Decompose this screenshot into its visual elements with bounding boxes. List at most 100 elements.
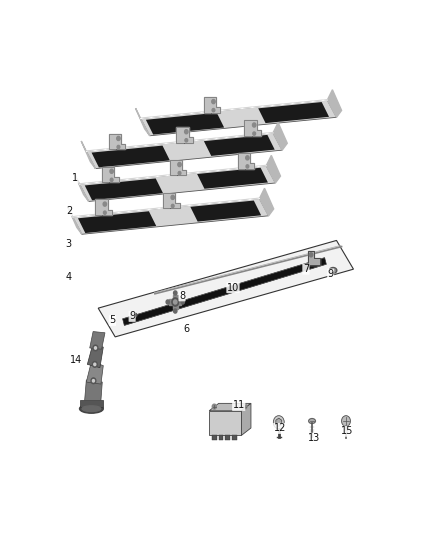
Polygon shape xyxy=(163,193,180,208)
Ellipse shape xyxy=(82,406,101,411)
Polygon shape xyxy=(67,207,82,235)
Polygon shape xyxy=(241,403,251,435)
Circle shape xyxy=(309,253,313,257)
Text: 10: 10 xyxy=(227,282,239,293)
Polygon shape xyxy=(212,435,217,440)
Polygon shape xyxy=(307,251,320,265)
Circle shape xyxy=(94,363,96,366)
Polygon shape xyxy=(87,343,103,368)
Polygon shape xyxy=(327,90,342,117)
Circle shape xyxy=(253,132,255,135)
Circle shape xyxy=(246,165,249,168)
Circle shape xyxy=(110,178,113,182)
Circle shape xyxy=(93,345,98,351)
Polygon shape xyxy=(258,102,329,123)
Circle shape xyxy=(173,291,177,295)
Circle shape xyxy=(91,378,96,384)
Circle shape xyxy=(171,195,174,199)
Circle shape xyxy=(212,100,215,103)
Polygon shape xyxy=(141,100,336,136)
Text: 4: 4 xyxy=(65,271,71,281)
Ellipse shape xyxy=(80,404,103,413)
Circle shape xyxy=(243,404,247,409)
Bar xyxy=(173,295,178,309)
Text: 11: 11 xyxy=(233,400,245,410)
Circle shape xyxy=(110,169,113,173)
Polygon shape xyxy=(177,127,193,143)
Polygon shape xyxy=(85,179,163,200)
Text: 15: 15 xyxy=(341,426,353,437)
Circle shape xyxy=(342,416,350,426)
Polygon shape xyxy=(86,133,282,168)
Circle shape xyxy=(172,298,179,306)
Circle shape xyxy=(173,309,177,313)
Text: 7: 7 xyxy=(303,264,309,274)
Ellipse shape xyxy=(132,314,135,317)
Polygon shape xyxy=(273,123,287,150)
Circle shape xyxy=(173,300,177,304)
Circle shape xyxy=(92,361,97,367)
Circle shape xyxy=(92,379,95,382)
Polygon shape xyxy=(123,257,326,325)
Circle shape xyxy=(212,404,216,409)
Polygon shape xyxy=(244,120,261,136)
Polygon shape xyxy=(226,435,230,440)
Text: 8: 8 xyxy=(179,291,185,301)
Polygon shape xyxy=(232,435,237,440)
Polygon shape xyxy=(109,134,125,149)
Polygon shape xyxy=(98,240,353,337)
Circle shape xyxy=(103,211,106,214)
Circle shape xyxy=(171,204,174,208)
Polygon shape xyxy=(102,167,119,182)
Ellipse shape xyxy=(344,430,348,432)
Circle shape xyxy=(166,300,170,304)
Polygon shape xyxy=(95,199,112,215)
Polygon shape xyxy=(276,418,282,426)
Circle shape xyxy=(184,130,188,134)
Polygon shape xyxy=(85,380,102,400)
Text: 12: 12 xyxy=(274,423,286,433)
Text: 1: 1 xyxy=(72,173,78,183)
Text: 5: 5 xyxy=(110,316,116,326)
Ellipse shape xyxy=(131,313,137,317)
Polygon shape xyxy=(92,146,170,167)
Text: 14: 14 xyxy=(70,356,82,365)
Circle shape xyxy=(246,156,249,160)
Circle shape xyxy=(117,146,120,149)
Polygon shape xyxy=(209,403,251,411)
Polygon shape xyxy=(204,135,275,156)
Ellipse shape xyxy=(331,269,336,272)
Polygon shape xyxy=(204,97,220,112)
Polygon shape xyxy=(170,160,187,175)
Polygon shape xyxy=(80,400,103,407)
Circle shape xyxy=(95,347,96,349)
Text: 6: 6 xyxy=(184,324,190,334)
Circle shape xyxy=(178,172,181,175)
Polygon shape xyxy=(73,199,268,235)
Circle shape xyxy=(252,123,256,127)
Polygon shape xyxy=(209,411,241,435)
Ellipse shape xyxy=(329,268,337,273)
Polygon shape xyxy=(146,113,224,134)
Text: 13: 13 xyxy=(307,433,320,443)
Circle shape xyxy=(212,109,215,112)
Polygon shape xyxy=(266,156,280,183)
Circle shape xyxy=(273,416,284,429)
Circle shape xyxy=(178,163,181,167)
Polygon shape xyxy=(197,168,268,189)
Circle shape xyxy=(103,202,106,206)
Polygon shape xyxy=(86,361,103,384)
Ellipse shape xyxy=(309,418,315,424)
Polygon shape xyxy=(81,141,95,168)
Polygon shape xyxy=(135,108,150,136)
Polygon shape xyxy=(74,174,88,201)
Text: 3: 3 xyxy=(65,239,71,249)
Circle shape xyxy=(185,139,187,142)
Circle shape xyxy=(117,136,120,141)
Polygon shape xyxy=(78,211,156,233)
Text: 2: 2 xyxy=(66,206,72,216)
Polygon shape xyxy=(237,153,254,169)
Polygon shape xyxy=(259,188,274,216)
Circle shape xyxy=(181,300,184,304)
Polygon shape xyxy=(219,435,223,440)
